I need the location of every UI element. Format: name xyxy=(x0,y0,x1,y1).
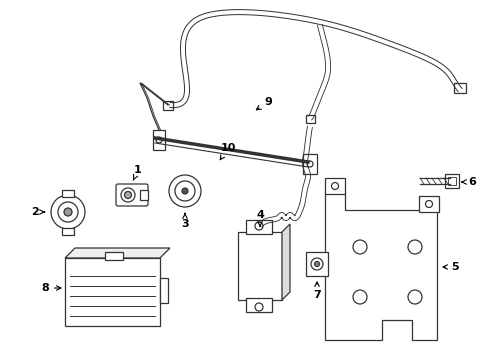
Bar xyxy=(444,174,458,188)
Circle shape xyxy=(156,137,162,143)
Bar xyxy=(153,130,164,150)
Bar xyxy=(447,177,455,185)
Bar xyxy=(325,178,345,194)
Bar xyxy=(418,196,438,212)
Circle shape xyxy=(58,202,78,222)
Text: 1: 1 xyxy=(133,165,142,180)
Bar xyxy=(305,115,314,123)
Bar xyxy=(245,220,271,234)
Circle shape xyxy=(407,290,421,304)
Circle shape xyxy=(310,258,323,270)
Circle shape xyxy=(407,240,421,254)
Circle shape xyxy=(169,175,201,207)
Circle shape xyxy=(352,240,366,254)
Text: 8: 8 xyxy=(41,283,61,293)
Circle shape xyxy=(314,261,319,266)
Circle shape xyxy=(175,181,195,201)
Bar xyxy=(163,100,173,109)
Bar xyxy=(245,298,271,312)
Circle shape xyxy=(51,195,85,229)
Bar xyxy=(105,252,123,260)
Bar xyxy=(453,83,465,93)
Bar xyxy=(238,232,282,300)
Circle shape xyxy=(331,183,338,189)
Bar xyxy=(140,190,148,200)
Circle shape xyxy=(352,290,366,304)
Bar xyxy=(160,278,168,303)
Text: 2: 2 xyxy=(31,207,44,217)
Text: 4: 4 xyxy=(256,210,264,226)
Bar xyxy=(305,252,327,276)
Circle shape xyxy=(254,222,263,230)
Polygon shape xyxy=(325,192,436,340)
Text: 6: 6 xyxy=(461,177,475,187)
Text: 10: 10 xyxy=(220,143,235,159)
Bar xyxy=(62,190,74,197)
Polygon shape xyxy=(282,224,289,300)
FancyBboxPatch shape xyxy=(116,184,148,206)
Circle shape xyxy=(182,188,187,194)
Bar xyxy=(65,258,160,326)
Polygon shape xyxy=(65,248,170,258)
Circle shape xyxy=(64,208,72,216)
Circle shape xyxy=(124,192,131,198)
Bar xyxy=(62,228,74,235)
Text: 5: 5 xyxy=(442,262,458,272)
Bar xyxy=(303,154,316,174)
Circle shape xyxy=(306,161,312,167)
Circle shape xyxy=(121,188,135,202)
Text: 3: 3 xyxy=(181,213,188,229)
Circle shape xyxy=(254,303,263,311)
Circle shape xyxy=(425,201,431,207)
Text: 9: 9 xyxy=(256,97,271,110)
Text: 7: 7 xyxy=(312,282,320,300)
